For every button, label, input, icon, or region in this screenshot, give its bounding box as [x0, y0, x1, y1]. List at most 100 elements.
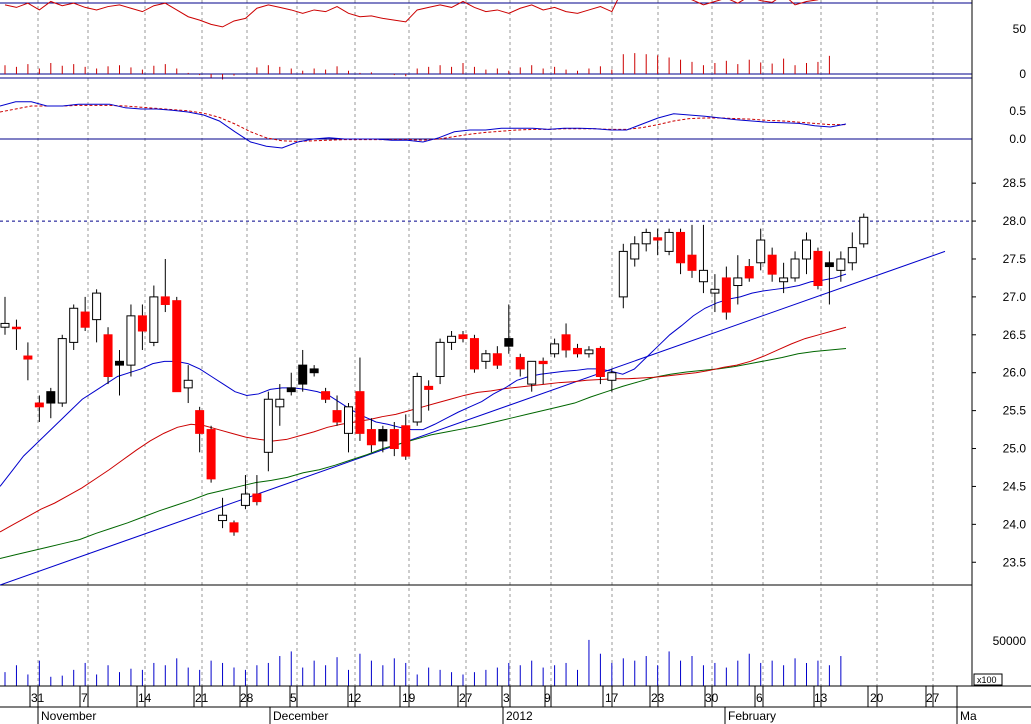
candle-body — [447, 335, 457, 343]
candle-body — [584, 349, 594, 355]
candle-body — [687, 254, 697, 271]
candle-body — [366, 429, 376, 446]
candle-body — [115, 360, 124, 366]
day-tick-label: 27 — [459, 691, 473, 705]
candle-body — [183, 379, 193, 389]
candle-body — [721, 277, 731, 313]
candle-body — [11, 326, 21, 330]
candle-body — [298, 364, 308, 385]
day-tick-label: 21 — [195, 691, 209, 705]
candle-body — [321, 391, 331, 400]
macd-panel — [0, 77, 972, 149]
macd-signal-line — [0, 104, 846, 142]
day-tick-label: 17 — [605, 691, 619, 705]
day-tick-label: 20 — [870, 691, 884, 705]
candle-body — [710, 288, 720, 294]
candle-body — [824, 262, 834, 268]
candle-body — [790, 258, 800, 279]
price-tick-label: 26.0 — [1003, 366, 1027, 380]
candle-body — [206, 429, 216, 480]
day-tick-label: 19 — [402, 691, 416, 705]
candle-body — [836, 258, 846, 271]
candle-body — [195, 410, 205, 434]
candle-body — [160, 296, 170, 305]
candle-body — [309, 368, 319, 374]
candle-body — [504, 338, 514, 347]
candle-body — [401, 425, 411, 457]
candle-body — [435, 341, 445, 377]
candle-body — [229, 522, 239, 533]
candle-body — [756, 239, 766, 264]
candle-body — [57, 338, 67, 404]
candle-body — [641, 231, 651, 245]
candle-body — [137, 315, 147, 332]
volume-unit-label: x100 — [977, 675, 997, 685]
candle-body — [240, 493, 250, 506]
volume-unit-box — [973, 673, 1003, 686]
macd-tick-label: 0.5 — [1009, 104, 1026, 118]
candle-body — [263, 398, 273, 453]
month-tick-label: Ma — [960, 709, 977, 723]
month-tick-label: 2012 — [506, 709, 533, 723]
candle-body — [424, 385, 434, 390]
day-tick-label: 3 — [503, 691, 510, 705]
price-tick-label: 27.0 — [1003, 290, 1027, 304]
candle-body — [103, 334, 113, 377]
candle-body — [527, 360, 537, 385]
day-tick-label: 31 — [31, 691, 45, 705]
candle-body — [332, 410, 342, 423]
candle-body — [779, 277, 789, 283]
month-tick-label: November — [41, 709, 96, 723]
candle-body — [92, 292, 102, 321]
day-tick-label: 7 — [81, 691, 88, 705]
candle-body — [492, 353, 502, 366]
candle-body — [286, 387, 296, 393]
ma-short-line — [0, 273, 847, 487]
candle-body — [344, 406, 353, 434]
ma-long-line — [0, 347, 847, 559]
candle-body — [802, 239, 811, 260]
candle-body — [469, 338, 479, 370]
price-tick-label: 23.5 — [1003, 555, 1027, 569]
price-tick-label: 28.0 — [1003, 214, 1027, 228]
candle-body — [0, 322, 10, 328]
day-tick-label: 6 — [756, 691, 763, 705]
candle-body — [412, 376, 422, 423]
price-tick-label: 27.5 — [1003, 252, 1027, 266]
candle-body — [218, 514, 228, 522]
macd-tick-label: 0.0 — [1009, 132, 1026, 146]
candle-body — [80, 311, 90, 328]
candle-body — [813, 250, 823, 287]
candle-body — [481, 353, 491, 362]
price-tick-label: 24.0 — [1003, 517, 1027, 531]
candle-body — [46, 391, 56, 404]
candle-body — [149, 296, 159, 343]
candle-body — [126, 315, 136, 366]
month-tick-label: February — [728, 709, 776, 723]
volume-panel — [0, 639, 1031, 687]
candle-body — [847, 247, 857, 264]
vertical-gridlines — [37, 0, 934, 686]
price-tick-label: 25.5 — [1003, 404, 1027, 418]
rsi-panel — [0, 0, 972, 80]
day-tick-label: 27 — [926, 691, 940, 705]
rsi-tick-label: 0 — [1019, 67, 1026, 81]
candle-body — [676, 231, 686, 264]
candle-body — [275, 398, 285, 408]
candle-body — [550, 343, 560, 355]
candle-body — [698, 269, 708, 283]
candle-body — [252, 493, 262, 503]
candle-body — [69, 307, 79, 343]
price-tick-label: 28.5 — [1003, 176, 1027, 190]
rsi-tick-label: 50 — [1013, 22, 1027, 36]
volume-tick-label: 50000 — [993, 634, 1027, 648]
candle-body — [458, 334, 468, 340]
candle-body — [630, 243, 640, 260]
candle-body — [172, 300, 182, 393]
candle-body — [653, 237, 663, 241]
candle-body — [538, 360, 548, 365]
day-tick-label: 14 — [138, 691, 152, 705]
candle-body — [607, 372, 617, 381]
candle-body — [355, 391, 365, 434]
